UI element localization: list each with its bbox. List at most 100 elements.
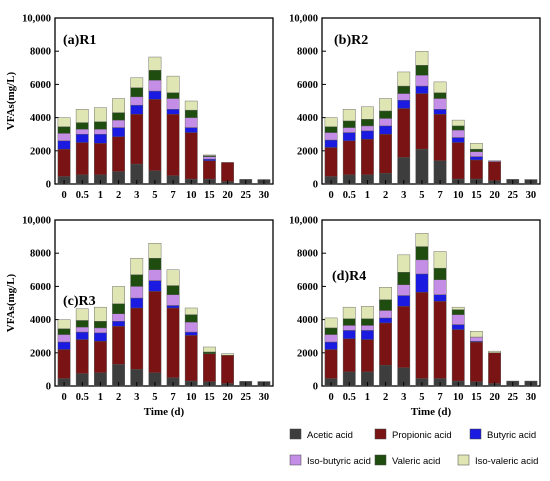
bar-segment-butyric-acid (433, 294, 447, 302)
x-tick-label: 15 (204, 392, 215, 403)
bar-segment-propionic-acid (361, 339, 374, 373)
bar-segment-iso-butyric-acid (361, 125, 374, 132)
bar-segment-iso-valeric-acid (57, 117, 71, 127)
bar-segment-propionic-acid (148, 291, 162, 373)
bar-segment-butyric-acid (112, 127, 125, 137)
bar-segment-butyric-acid (379, 317, 392, 324)
bar-segment-iso-valeric-acid (470, 143, 483, 150)
x-tick-label: 2 (116, 392, 121, 403)
legend-label: Acetic acid (307, 430, 353, 441)
bar-segment-valeric-acid (397, 272, 411, 285)
x-tick-label: 5 (419, 392, 424, 403)
bar-segment-propionic-acid (57, 349, 71, 379)
x-tick-label: 10 (186, 190, 197, 201)
bar-segment-iso-butyric-acid (470, 151, 483, 157)
bar-segment-iso-butyric-acid (130, 286, 144, 299)
bar-segment-iso-valeric-acid (94, 306, 107, 322)
x-tick-label: 5 (152, 392, 157, 403)
bar-segment-iso-valeric-acid (397, 254, 411, 273)
bar-segment-iso-butyric-acid (379, 310, 392, 319)
bar-segment-butyric-acid (415, 85, 429, 94)
bar-segment-propionic-acid (148, 99, 162, 171)
bar-segment-valeric-acid (184, 314, 198, 323)
bar-segment-iso-valeric-acid (112, 286, 125, 305)
bar-segment-butyric-acid (130, 104, 144, 115)
bar-segment-butyric-acid (324, 139, 338, 148)
bar-segment-butyric-acid (451, 324, 465, 330)
bar-segment-propionic-acid (415, 292, 429, 379)
bar-segment-iso-valeric-acid (148, 243, 162, 259)
bar-segment-iso-valeric-acid (130, 257, 144, 275)
bar-segment-iso-valeric-acid (221, 353, 234, 356)
bar-segment-butyric-acid (112, 321, 125, 327)
x-tick-label: 3 (401, 190, 406, 201)
bar-segment-butyric-acid (184, 127, 198, 133)
x-tick-label: 0.5 (343, 392, 356, 403)
bar-segment-propionic-acid (470, 159, 483, 180)
legend-swatch (289, 454, 302, 466)
bar-segment-iso-valeric-acid (470, 331, 483, 338)
bar-segment-iso-butyric-acid (433, 279, 447, 295)
bar-segment-iso-valeric-acid (94, 107, 107, 122)
bar-segment-valeric-acid (324, 327, 338, 335)
bar-segment-iso-valeric-acid (203, 154, 216, 156)
bar-segment-iso-butyric-acid (75, 326, 89, 333)
x-tick-label: 1 (98, 392, 103, 403)
bar-segment-iso-valeric-acid (184, 307, 198, 315)
y-tick-label: 10,000 (289, 14, 318, 25)
bar-segment-iso-butyric-acid (470, 336, 483, 342)
bar-segment-propionic-acid (184, 132, 198, 180)
x-tick-label: 2 (116, 190, 121, 201)
x-tick-label: 2 (383, 392, 388, 403)
bar-segment-iso-butyric-acid (148, 269, 162, 281)
bar-segment-butyric-acid (342, 330, 356, 339)
bar-segment-butyric-acid (433, 109, 447, 115)
bar-segment-iso-butyric-acid (488, 160, 501, 162)
x-tick-label: 0.5 (343, 190, 356, 201)
bar-segment-propionic-acid (470, 341, 483, 383)
x-tick-label: 15 (204, 190, 215, 201)
bar-segment-iso-valeric-acid (342, 306, 356, 319)
x-tick-label: 30 (526, 190, 537, 201)
y-axis-label-top: VFAs(mg/L) (5, 71, 17, 130)
bar-segment-valeric-acid (75, 320, 89, 328)
bar-segment-propionic-acid (397, 108, 411, 158)
bar-segment-valeric-acid (94, 121, 107, 130)
bar-segment-propionic-acid (324, 147, 338, 177)
y-tick-label: 0 (46, 382, 51, 393)
bar-segment-butyric-acid (75, 331, 89, 340)
bar-segment-iso-butyric-acid (342, 325, 356, 331)
bar-segment-valeric-acid (166, 92, 180, 99)
panel-d-r4: 0 2000 4000 6000 8000 10,000 0 0.5 1 2 3 5 7 10 15 20 25… (289, 216, 541, 403)
bar-segment-iso-valeric-acid (184, 100, 198, 111)
panel-title: (d)R4 (332, 269, 366, 284)
x-tick-label: 10 (186, 392, 197, 403)
panel-a-r1: 0 2000 4000 6000 8000 10,000 0 0.5 1 2 3 5 7 10 15 20 25… (22, 14, 274, 201)
bar-segment-propionic-acid (166, 307, 180, 378)
bar-segment-iso-butyric-acid (451, 314, 465, 325)
y-tick-label: 6000 (297, 80, 318, 91)
bar-segment-iso-butyric-acid (112, 119, 125, 128)
bar-segment-iso-butyric-acid (130, 96, 144, 106)
bar-segment-propionic-acid (397, 306, 411, 368)
legend-swatch (374, 428, 387, 440)
bar-segment-propionic-acid (451, 142, 465, 180)
x-tick-label: 0 (328, 190, 333, 201)
bar-segment-iso-valeric-acid (148, 56, 162, 71)
bar-segment-butyric-acid (184, 331, 198, 336)
bar-segment-iso-butyric-acid (451, 129, 465, 138)
bar-segment-valeric-acid (451, 309, 465, 315)
bar-segment-butyric-acid (342, 132, 356, 142)
bar-segment-valeric-acid (451, 125, 465, 131)
bar-segment-propionic-acid (203, 160, 216, 180)
bar-segment-iso-butyric-acid (203, 156, 216, 160)
bar-segment-iso-valeric-acid (451, 119, 465, 127)
bar-segment-iso-butyric-acid (324, 334, 338, 343)
bar-segment-iso-valeric-acid (75, 308, 89, 321)
x-tick-label: 20 (222, 190, 233, 201)
panel-b-r2: 0 2000 4000 6000 8000 10,000 0 0.5 1 2 3 5 7 10 15 20 25… (289, 14, 541, 201)
bar-segment-iso-valeric-acid (166, 269, 180, 286)
x-tick-label: 3 (134, 190, 139, 201)
x-tick-label: 5 (419, 190, 424, 201)
